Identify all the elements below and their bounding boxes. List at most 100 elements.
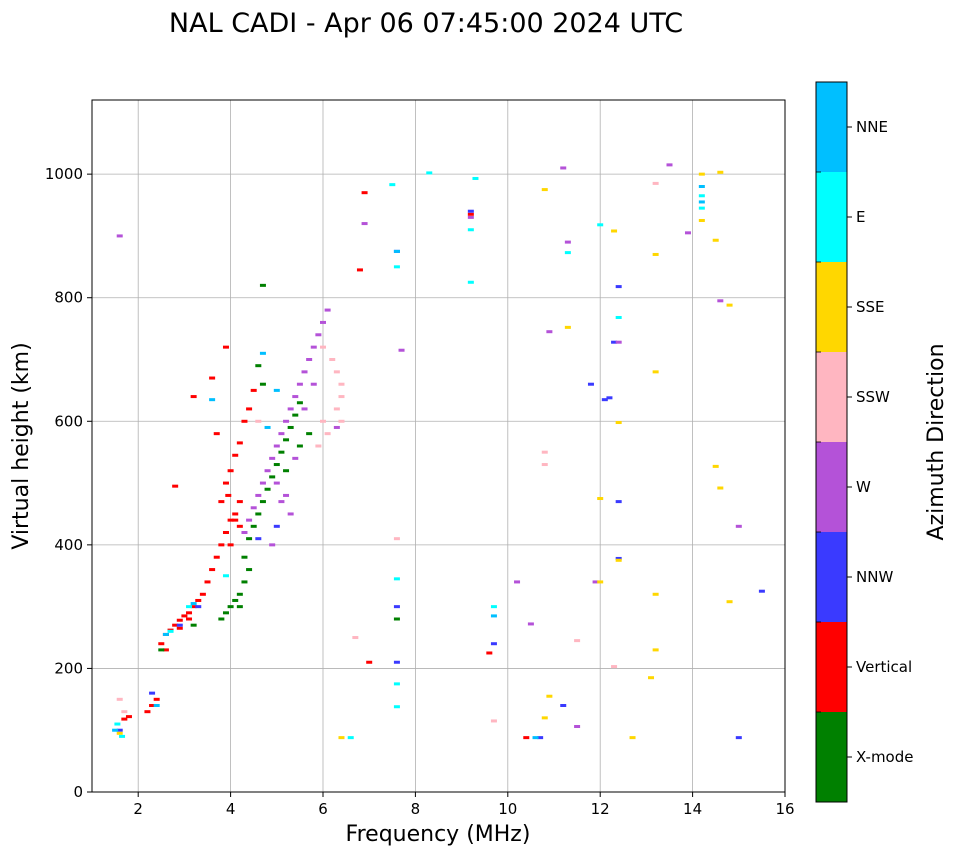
plot-frame: [91, 99, 786, 793]
data-point: [329, 358, 336, 361]
data-point: [527, 622, 534, 626]
data-point: [269, 456, 276, 460]
data-point: [292, 395, 299, 399]
data-point: [333, 370, 340, 374]
data-point: [352, 636, 359, 640]
data-point: [532, 736, 539, 740]
colorbar-segment: [816, 262, 847, 352]
data-point: [393, 537, 400, 541]
data-point: [629, 736, 636, 740]
data-point: [698, 206, 705, 210]
series-sse: [116, 170, 733, 740]
x-tick-label: 10: [498, 800, 517, 818]
y-tick-label: 1000: [45, 165, 83, 183]
data-point: [259, 351, 266, 355]
data-point: [158, 648, 165, 652]
data-point: [273, 524, 280, 528]
data-point: [162, 648, 169, 652]
data-point: [490, 614, 497, 618]
data-point: [717, 170, 724, 174]
data-point: [467, 228, 474, 232]
data-point: [176, 618, 183, 622]
data-point: [541, 450, 548, 454]
colorbar-tick-label: X-mode: [856, 748, 913, 766]
data-point: [366, 660, 373, 664]
data-point: [250, 506, 257, 510]
data-point: [698, 194, 705, 198]
plot-area: 2 4 6 8 10 12 14 16 0 200 400 600 800 1000: [45, 99, 795, 818]
data-point: [393, 682, 400, 686]
data-point: [241, 555, 248, 559]
x-tick-label: 6: [318, 800, 328, 818]
data-point: [269, 543, 276, 547]
data-point: [222, 481, 229, 485]
data-point: [116, 731, 123, 735]
data-points: [112, 163, 765, 740]
data-point: [735, 524, 742, 528]
data-point: [116, 697, 123, 701]
data-point: [116, 728, 123, 732]
data-point: [283, 469, 290, 473]
data-point: [306, 358, 313, 361]
y-axis-label: Virtual height (km): [9, 342, 34, 549]
data-point: [467, 209, 474, 213]
data-point: [601, 398, 608, 402]
data-point: [726, 303, 733, 307]
grid-lines: [92, 100, 786, 793]
data-point: [712, 464, 719, 468]
data-point: [615, 421, 622, 425]
data-point: [213, 555, 220, 559]
data-point: [259, 500, 266, 504]
data-point: [209, 398, 216, 402]
x-tick-label: 16: [775, 800, 794, 818]
data-point: [222, 531, 229, 534]
data-point: [324, 432, 331, 436]
data-point: [301, 407, 308, 411]
data-point: [181, 614, 188, 618]
series-nne: [112, 185, 705, 740]
data-point: [218, 543, 225, 547]
data-point: [255, 493, 262, 497]
data-point: [218, 617, 225, 621]
data-point: [255, 419, 262, 423]
data-point: [347, 736, 354, 740]
series-w: [116, 163, 742, 729]
data-point: [287, 407, 294, 411]
x-axis-ticks: 2 4 6 8 10 12 14 16: [133, 792, 795, 818]
y-tick-label: 200: [54, 659, 83, 677]
x-axis-label: Frequency (MHz): [346, 822, 531, 847]
data-point: [564, 251, 571, 255]
data-point: [232, 453, 239, 457]
data-point: [213, 432, 220, 436]
y-tick-label: 400: [54, 536, 83, 554]
data-point: [698, 172, 705, 176]
data-point: [652, 370, 659, 374]
y-tick-label: 0: [73, 783, 83, 801]
data-point: [541, 716, 548, 720]
colorbar-segment: [816, 712, 847, 802]
colorbar-tick-label: E: [856, 208, 865, 226]
data-point: [236, 524, 243, 528]
data-point: [546, 330, 553, 334]
data-point: [615, 315, 622, 319]
data-point: [546, 694, 553, 698]
data-point: [209, 376, 216, 380]
data-point: [698, 200, 705, 204]
data-point: [611, 665, 618, 669]
colorbar-tick-label: NNE: [856, 118, 888, 136]
data-point: [186, 617, 193, 621]
data-point: [306, 432, 313, 436]
data-point: [361, 191, 368, 195]
data-point: [393, 577, 400, 581]
data-point: [292, 413, 299, 417]
data-point: [287, 425, 294, 429]
x-tick-label: 8: [411, 800, 421, 818]
data-point: [283, 438, 290, 442]
data-point: [597, 223, 604, 227]
x-tick-label: 4: [226, 800, 236, 818]
data-point: [255, 537, 262, 541]
data-point: [153, 704, 160, 707]
data-point: [467, 212, 474, 216]
data-point: [190, 602, 197, 606]
data-point: [296, 382, 303, 386]
